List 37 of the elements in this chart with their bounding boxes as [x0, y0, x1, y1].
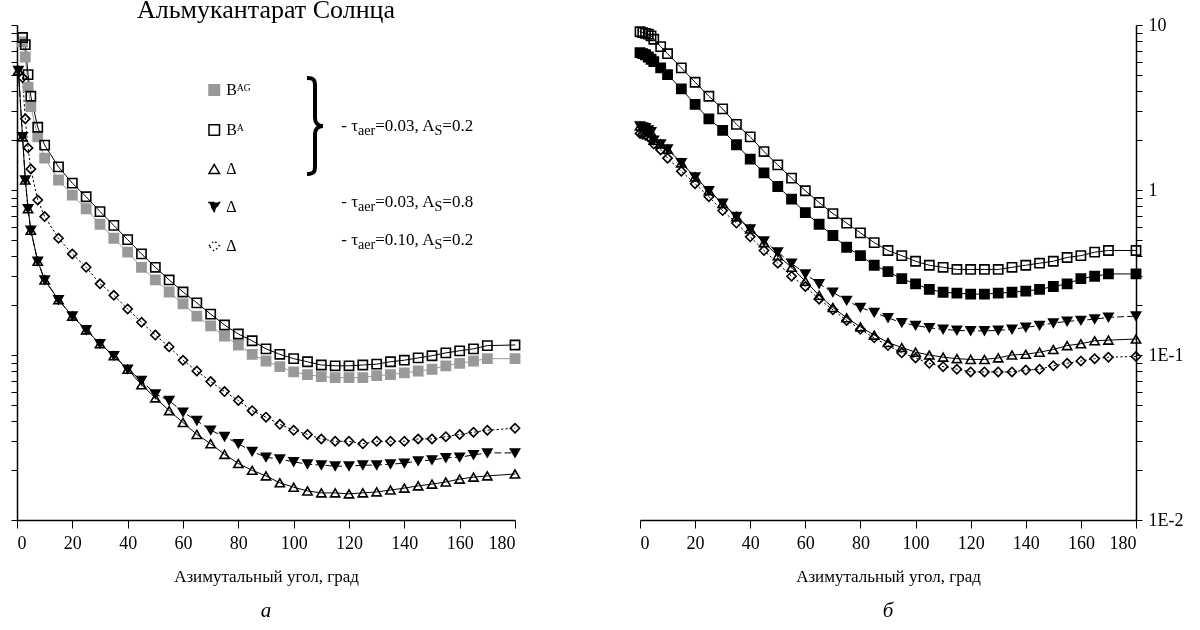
y2-tick-label: 10 [1148, 14, 1167, 35]
annotation: - τ$_{aer}$=0.03, A$_{S}$=0.2 [341, 115, 474, 140]
legend-label: Δ [226, 159, 237, 177]
x-tick-label: 140 [391, 532, 419, 553]
annotation: - τ$_{aer}$=0.03, A$_{S}$=0.8 [341, 191, 474, 216]
x-tick-label: 100 [280, 532, 308, 553]
x-tick-label: 140 [1012, 532, 1040, 553]
x-tick-label: 60 [796, 532, 815, 553]
x-tick-label: 40 [741, 532, 760, 553]
x-axis-title: Азимутальный угол, град [174, 566, 360, 586]
legend-label: Bᴬᴳ [226, 80, 251, 98]
x-tick-label: 80 [851, 532, 870, 553]
text: б [882, 598, 894, 623]
annotation: - τ$_{aer}$=0.10, A$_{S}$=0.2 [341, 229, 474, 254]
x-tick-label: 160 [446, 532, 474, 553]
x-tick-label: 0 [17, 532, 27, 553]
legend-label: Δ [226, 236, 237, 254]
legend-label: Bᴬ [226, 120, 244, 138]
text: а [260, 598, 272, 623]
x-tick-label: 0 [640, 532, 650, 553]
x-tick-label: 20 [63, 532, 82, 553]
x-axis-title: Азимутальный угол, град [796, 566, 982, 586]
x-tick-label: 20 [686, 532, 705, 553]
x-tick-label: 160 [1067, 532, 1095, 553]
x-tick-label: 180 [1109, 532, 1137, 553]
x-tick-label: 100 [902, 532, 930, 553]
y2-tick-label: 1 [1148, 179, 1158, 200]
x-tick-label: 40 [119, 532, 138, 553]
legend-label: Δ [226, 197, 237, 215]
x-tick-label: 120 [957, 532, 985, 553]
x-tick-label: 120 [336, 532, 363, 553]
y2-tick-label: 1E-1 [1148, 344, 1184, 365]
x-tick-label: 60 [174, 532, 193, 553]
y2-tick-label: 1E-2 [1148, 509, 1184, 530]
x-tick-label: 80 [229, 532, 248, 553]
x-tick-label: 180 [488, 532, 516, 553]
chart-title: Альмукантарат Солнца [136, 0, 396, 24]
